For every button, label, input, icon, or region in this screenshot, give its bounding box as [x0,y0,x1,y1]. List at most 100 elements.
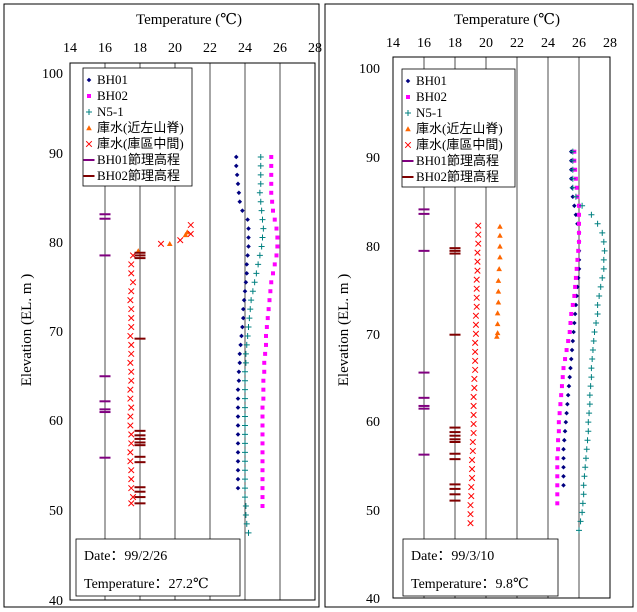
x-tick-label: 28 [308,41,322,56]
data-point [495,288,502,294]
data-point [497,232,503,238]
data-point [235,387,241,392]
data-point [264,325,269,330]
data-point [569,157,576,164]
data-point [242,485,248,492]
data-point [244,271,250,276]
data-point [242,422,248,429]
legend-markers [83,77,95,177]
data-point [573,284,578,289]
data-point [567,374,572,380]
data-point [242,377,248,384]
data-point [569,148,576,155]
data-point [594,301,601,308]
data-point [275,235,280,240]
data-point [567,330,572,335]
data-point [127,386,134,393]
data-point [260,423,265,428]
data-point [237,199,243,205]
data-point [261,378,266,383]
legend-label: N5-1 [416,105,443,120]
data-point [157,240,165,247]
data-point [569,311,574,316]
data-point [589,347,596,354]
x-tick-label: 26 [273,41,287,56]
data-point [128,476,135,483]
data-point [128,404,135,411]
data-point [236,369,242,375]
series-6 [99,213,111,459]
data-point [579,500,586,507]
data-point [128,377,135,384]
data-point [234,172,240,178]
legend-marker [406,95,410,99]
data-point [470,420,477,428]
data-point [242,494,248,501]
data-point [242,458,248,465]
data-point [495,277,502,283]
series-5 [467,222,482,527]
data-point [560,375,565,380]
data-point [468,465,476,473]
legend-marker [404,141,412,149]
data-point [238,342,243,348]
legend-label: 庫水(庫區中間) [97,136,184,151]
x-tick-label: 24 [541,36,555,51]
data-point [243,279,249,285]
data-point [586,401,593,408]
data-point [473,294,480,301]
data-point [585,419,592,426]
series-5 [127,221,194,507]
data-point [594,310,601,317]
y-tick-label: 50 [49,504,63,519]
y-tick-label: 100 [359,62,380,77]
x-tick-label: 18 [448,36,462,51]
data-point [240,208,245,213]
data-point [556,429,561,434]
data-point [561,437,567,443]
data-point [474,258,481,265]
data-point [257,153,264,160]
data-point [600,256,607,263]
data-point [601,247,608,254]
data-point [267,298,272,303]
data-point [242,440,248,447]
data-point [260,432,265,437]
data-point [555,501,560,506]
data-point [586,410,593,417]
plot-area [392,56,611,599]
air-temperature-label: Temperature：9.8℃ [411,577,529,592]
data-point [586,392,593,399]
data-point [559,393,564,398]
data-point [128,314,135,322]
legend-marker [405,78,411,84]
series-3 [569,148,608,534]
y-tick-labels: 40 50 60 70 80 90 100 [359,62,380,607]
data-point [240,315,246,321]
data-point [266,307,271,312]
data-point [127,332,134,340]
y-tick-label: 90 [49,147,63,162]
legend-marker [405,126,411,132]
data-point [470,429,477,437]
date-label: Date：99/3/10 [411,549,494,564]
y-tick-label: 100 [42,67,63,82]
data-point [242,476,248,483]
data-point [271,208,275,213]
data-point [245,529,252,536]
x-axis-title: Temperature (℃) [136,12,242,28]
data-point [474,267,481,274]
data-point [494,333,500,339]
data-point [269,154,274,159]
data-point [582,464,589,471]
x-tick-label: 22 [510,36,524,51]
data-point [596,292,603,299]
data-point [260,450,265,455]
data-point [269,280,274,285]
data-point [263,351,268,356]
data-point [235,423,241,428]
data-point [235,450,241,455]
data-point [475,240,482,247]
data-point [240,306,246,312]
